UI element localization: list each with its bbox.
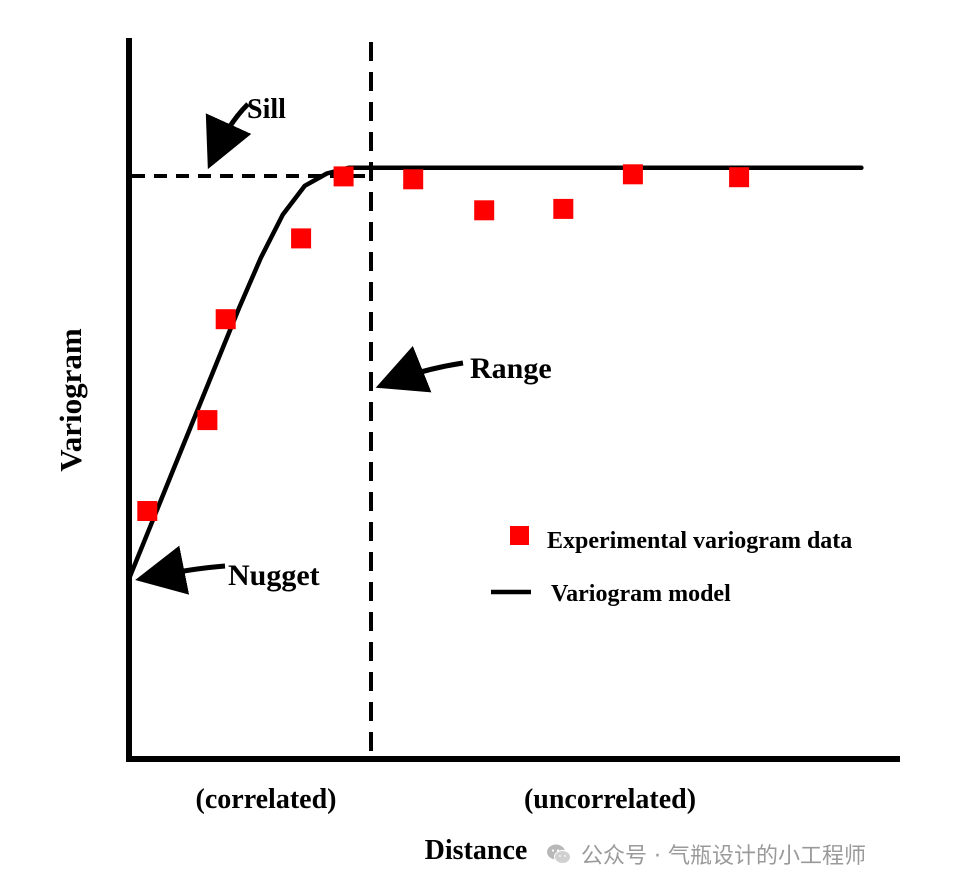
- variogram-model-line: [126, 165, 864, 582]
- data-point: [553, 198, 574, 219]
- legend-data-marker: [510, 526, 529, 545]
- watermark-text: 公众号 · 气瓶设计的小工程师: [581, 844, 866, 869]
- data-point: [215, 309, 236, 330]
- nugget-label: Nugget: [228, 559, 320, 592]
- nugget-arrow: [135, 545, 226, 595]
- legend: Experimental variogram data Variogram mo…: [491, 526, 852, 607]
- legend-model-label: Variogram model: [551, 581, 731, 607]
- data-point: [622, 164, 643, 185]
- watermark: 公众号 · 气瓶设计的小工程师: [545, 838, 866, 870]
- data-point: [474, 200, 495, 221]
- sill-label: Sill: [247, 94, 286, 125]
- data-point: [729, 167, 750, 188]
- x-axis-label: Distance: [425, 835, 528, 866]
- wechat-icon: [547, 844, 571, 864]
- data-point: [137, 501, 158, 521]
- uncorrelated-label: (uncorrelated): [524, 784, 696, 815]
- range-arrow: [375, 345, 464, 393]
- y-axis-label: Variogram: [53, 328, 88, 472]
- correlated-label: (correlated): [196, 784, 337, 815]
- sill-arrow: [205, 102, 252, 170]
- experimental-data-points: [137, 164, 750, 521]
- data-point: [197, 410, 218, 431]
- range-label: Range: [470, 352, 552, 385]
- data-point: [291, 228, 312, 249]
- legend-data-label: Experimental variogram data: [547, 528, 852, 554]
- data-point: [333, 166, 354, 187]
- data-point: [403, 169, 424, 190]
